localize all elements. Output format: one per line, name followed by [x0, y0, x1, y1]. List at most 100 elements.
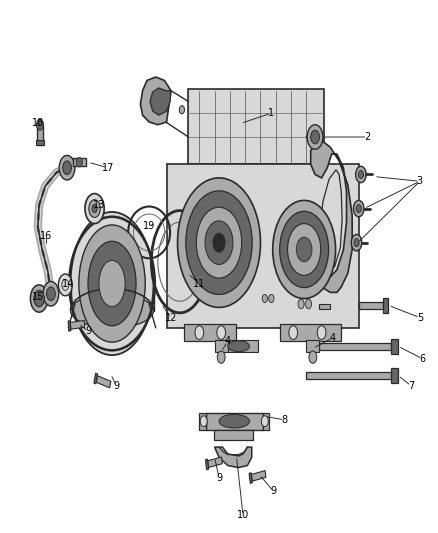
- Circle shape: [262, 294, 268, 303]
- Text: 2: 2: [364, 132, 371, 142]
- Polygon shape: [249, 473, 252, 483]
- Circle shape: [261, 416, 268, 426]
- Polygon shape: [68, 321, 71, 331]
- Circle shape: [217, 351, 225, 364]
- Polygon shape: [73, 158, 86, 166]
- Polygon shape: [306, 372, 392, 379]
- Text: 10: 10: [237, 510, 249, 520]
- Text: 8: 8: [282, 415, 288, 425]
- Circle shape: [309, 351, 317, 364]
- Circle shape: [356, 166, 366, 183]
- Polygon shape: [319, 304, 330, 309]
- Text: 15: 15: [32, 292, 44, 302]
- Ellipse shape: [88, 241, 136, 326]
- Circle shape: [46, 287, 55, 301]
- Polygon shape: [263, 413, 269, 430]
- Circle shape: [92, 205, 97, 213]
- Circle shape: [358, 171, 364, 179]
- Text: 9: 9: [85, 326, 91, 336]
- Polygon shape: [71, 320, 85, 329]
- Circle shape: [177, 178, 261, 308]
- Polygon shape: [383, 298, 389, 313]
- Text: 9: 9: [271, 487, 277, 496]
- Polygon shape: [392, 368, 398, 383]
- Polygon shape: [150, 88, 171, 115]
- Circle shape: [58, 274, 72, 296]
- Circle shape: [89, 200, 100, 217]
- Polygon shape: [306, 340, 319, 352]
- Polygon shape: [219, 340, 258, 352]
- Circle shape: [217, 326, 226, 340]
- Circle shape: [307, 125, 323, 149]
- Circle shape: [213, 233, 225, 252]
- Circle shape: [196, 207, 242, 278]
- Circle shape: [273, 200, 336, 298]
- Circle shape: [36, 119, 43, 130]
- Polygon shape: [215, 447, 252, 467]
- Text: 3: 3: [417, 176, 423, 187]
- Polygon shape: [141, 77, 171, 125]
- Polygon shape: [96, 376, 111, 388]
- Polygon shape: [184, 325, 237, 342]
- Circle shape: [34, 290, 44, 306]
- Circle shape: [43, 281, 59, 306]
- Circle shape: [30, 285, 48, 312]
- Polygon shape: [188, 90, 324, 164]
- Ellipse shape: [219, 414, 250, 428]
- Circle shape: [59, 156, 75, 180]
- Circle shape: [195, 326, 204, 340]
- Text: 11: 11: [193, 279, 205, 288]
- Text: 5: 5: [417, 313, 423, 322]
- Circle shape: [353, 200, 364, 217]
- Text: 9: 9: [113, 381, 120, 391]
- Polygon shape: [208, 457, 222, 467]
- Circle shape: [205, 221, 233, 264]
- Text: 18: 18: [32, 118, 44, 128]
- Circle shape: [351, 235, 362, 251]
- Circle shape: [288, 223, 321, 276]
- Circle shape: [179, 106, 184, 114]
- Polygon shape: [319, 169, 342, 277]
- Circle shape: [76, 157, 82, 167]
- Circle shape: [280, 211, 328, 288]
- Polygon shape: [37, 125, 43, 145]
- Polygon shape: [251, 471, 266, 481]
- Text: 9: 9: [216, 473, 222, 483]
- Circle shape: [317, 326, 326, 340]
- Circle shape: [186, 191, 252, 294]
- Polygon shape: [392, 339, 398, 354]
- Circle shape: [356, 205, 361, 213]
- Polygon shape: [311, 140, 352, 293]
- Polygon shape: [94, 373, 98, 384]
- Ellipse shape: [99, 260, 125, 306]
- Circle shape: [296, 237, 312, 262]
- Polygon shape: [214, 430, 253, 440]
- Ellipse shape: [71, 212, 153, 355]
- Circle shape: [311, 130, 319, 144]
- Text: 12: 12: [165, 313, 177, 322]
- Polygon shape: [319, 343, 392, 350]
- Circle shape: [269, 294, 274, 303]
- Polygon shape: [206, 413, 263, 430]
- Polygon shape: [359, 302, 383, 309]
- Polygon shape: [205, 459, 208, 470]
- Text: 6: 6: [419, 353, 425, 364]
- Circle shape: [298, 299, 304, 309]
- Text: 1: 1: [268, 108, 275, 118]
- Text: 4: 4: [329, 333, 336, 343]
- Circle shape: [305, 299, 311, 309]
- Circle shape: [289, 326, 297, 340]
- Text: 14: 14: [62, 279, 74, 288]
- Polygon shape: [35, 140, 44, 145]
- Circle shape: [63, 161, 71, 174]
- Ellipse shape: [79, 225, 145, 342]
- Text: 19: 19: [143, 221, 155, 231]
- Circle shape: [200, 416, 207, 426]
- Text: 17: 17: [102, 163, 114, 173]
- Polygon shape: [166, 164, 359, 328]
- Text: 13: 13: [93, 200, 105, 210]
- Ellipse shape: [228, 341, 250, 352]
- Ellipse shape: [71, 294, 153, 328]
- Circle shape: [354, 239, 359, 247]
- Circle shape: [85, 193, 104, 223]
